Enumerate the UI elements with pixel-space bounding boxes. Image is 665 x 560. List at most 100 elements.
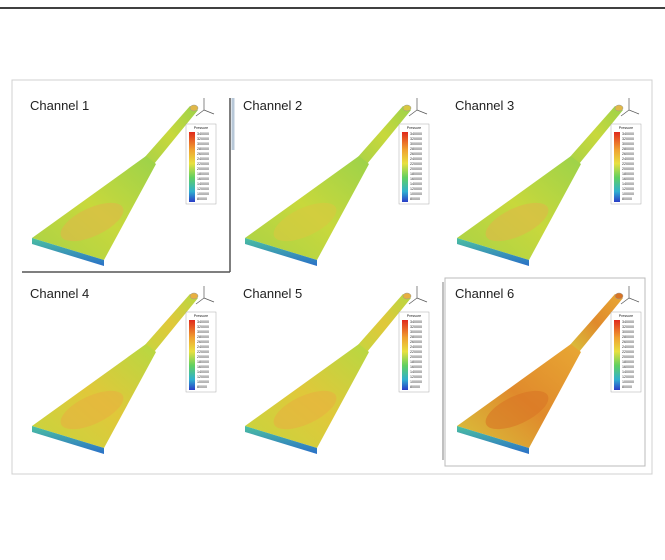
pressure-zone: [60, 202, 124, 242]
legend-label: 140000: [410, 182, 422, 186]
legend-label: 120000: [197, 187, 209, 191]
legend-scale: [189, 132, 195, 202]
legend-label: 100000: [622, 192, 634, 196]
legend-label: 260000: [622, 152, 634, 156]
legend-label: 240000: [622, 157, 634, 161]
panels: Channel 1Pressure34000032000030000028000…: [30, 98, 642, 454]
legend-label: 160000: [197, 177, 209, 181]
channel-slab: [457, 426, 529, 454]
axis: [628, 297, 640, 303]
panel-title: Channel 2: [243, 98, 302, 113]
legend-label: 200000: [410, 355, 422, 359]
legend-label: 240000: [197, 345, 209, 349]
pipe-end: [189, 104, 199, 112]
legend-title: Pressure: [194, 314, 208, 318]
pipe-end: [614, 104, 624, 112]
legend-label: 200000: [622, 355, 634, 359]
legend-label: 140000: [410, 370, 422, 374]
pressure-zone: [485, 202, 549, 242]
legend-label: 140000: [622, 370, 634, 374]
legend-scale: [189, 320, 195, 390]
legend-label: 140000: [622, 182, 634, 186]
legend-label: 100000: [622, 380, 634, 384]
legend-label: 100000: [410, 380, 422, 384]
legend-label: 280000: [410, 335, 422, 339]
legend-label: 220000: [410, 162, 422, 166]
legend-label: 140000: [197, 370, 209, 374]
legend-label: 80000: [197, 385, 207, 389]
channel-slab: [32, 238, 104, 266]
legend-label: 180000: [410, 360, 422, 364]
pipe-end: [402, 104, 412, 112]
axis: [628, 109, 640, 115]
legend-title: Pressure: [407, 126, 421, 130]
legend-label: 220000: [197, 350, 209, 354]
legend-title: Pressure: [407, 314, 421, 318]
legend-label: 340000: [197, 320, 209, 324]
legend-label: 100000: [197, 380, 209, 384]
panel: Channel 3 Pressure 34000032000030000028000…: [455, 98, 642, 266]
legend-label: 260000: [410, 152, 422, 156]
legend-title: Pressure: [194, 126, 208, 130]
panel-title: Channel 4: [30, 286, 89, 301]
legend-label: 300000: [410, 142, 422, 146]
channel-slab: [245, 238, 317, 266]
pressure-zone: [485, 390, 549, 430]
axis: [416, 109, 428, 115]
legend-label: 340000: [410, 320, 422, 324]
legend-label: 300000: [197, 142, 209, 146]
pipe-end: [402, 292, 412, 300]
legend-label: 320000: [410, 325, 422, 329]
legend-label: 160000: [410, 177, 422, 181]
legend-label: 280000: [410, 147, 422, 151]
legend-label: 120000: [197, 375, 209, 379]
legend-label: 180000: [622, 360, 634, 364]
legend-title: Pressure: [619, 126, 633, 130]
pipe: [569, 106, 623, 164]
legend-label: 120000: [410, 375, 422, 379]
legend-label: 160000: [622, 177, 634, 181]
legend-label: 280000: [622, 147, 634, 151]
legend-label: 200000: [410, 167, 422, 171]
legend-label: 240000: [622, 345, 634, 349]
pressure-zone: [60, 390, 124, 430]
panel: Channel 2 Pressure 34000032000030000028000…: [243, 98, 430, 266]
legend-label: 320000: [622, 137, 634, 141]
legend-label: 280000: [622, 335, 634, 339]
pipe: [357, 106, 411, 164]
legend-label: 240000: [410, 345, 422, 349]
legend-label: 180000: [197, 360, 209, 364]
pipe: [144, 294, 198, 352]
legend-label: 120000: [410, 187, 422, 191]
legend-label: 220000: [622, 162, 634, 166]
legend-label: 240000: [197, 157, 209, 161]
legend-label: 80000: [622, 385, 632, 389]
legend-label: 340000: [622, 132, 634, 136]
axis: [620, 297, 630, 305]
pipe: [357, 294, 411, 352]
legend-label: 80000: [410, 197, 420, 201]
legend-scale: [614, 132, 620, 202]
pressure-zone: [273, 202, 337, 242]
legend-label: 100000: [410, 192, 422, 196]
legend-label: 340000: [410, 132, 422, 136]
pipe: [144, 106, 198, 164]
legend-label: 280000: [197, 147, 209, 151]
legend-title: Pressure: [619, 314, 633, 318]
legend-label: 140000: [197, 182, 209, 186]
channel-slab: [32, 426, 104, 454]
panel: Channel 1 Pressure 34000032000030000028000…: [30, 98, 217, 266]
legend-label: 80000: [622, 197, 632, 201]
panel: Channel 5 Pressure 34000032000030000028000…: [243, 286, 430, 454]
legend-label: 120000: [622, 187, 634, 191]
legend-label: 300000: [197, 330, 209, 334]
legend-scale: [402, 320, 408, 390]
panel-title: Channel 3: [455, 98, 514, 113]
axis: [195, 109, 205, 117]
legend-label: 320000: [197, 325, 209, 329]
pipe: [569, 294, 623, 352]
axis: [195, 297, 205, 305]
legend-label: 180000: [410, 172, 422, 176]
